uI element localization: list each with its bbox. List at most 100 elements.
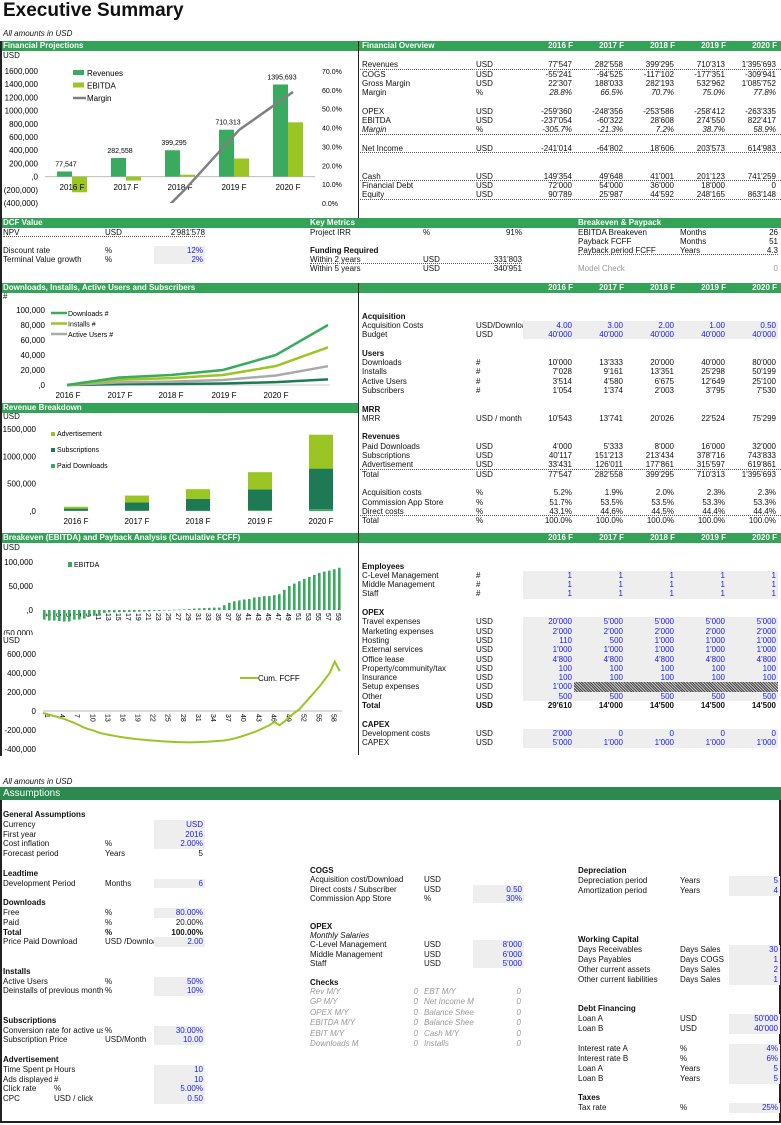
assumption-value[interactable]: 4% xyxy=(729,1044,780,1054)
value-cell[interactable]: 4'800 xyxy=(574,654,625,664)
value-cell[interactable]: 100 xyxy=(676,663,727,674)
assumption-value[interactable]: 0.50 xyxy=(473,884,524,894)
assumption-value[interactable]: 50'000 xyxy=(729,1014,780,1025)
assumption-value[interactable]: 8'000 xyxy=(473,940,524,950)
tv-growth-input[interactable]: 2% xyxy=(154,255,205,265)
assumption-value[interactable]: 10.00 xyxy=(154,1035,205,1046)
value-cell[interactable]: 2'000 xyxy=(523,626,574,636)
value-cell[interactable]: 1 xyxy=(727,580,778,590)
value-cell[interactable]: 2'000 xyxy=(574,626,625,636)
value-cell[interactable]: 0.50 xyxy=(727,320,778,331)
assumption-value[interactable]: 5 xyxy=(729,1063,780,1074)
assumption-value[interactable]: 5'000 xyxy=(473,958,524,969)
assumption-value[interactable]: 2 xyxy=(729,964,780,975)
value-cell[interactable]: 3.00 xyxy=(574,320,625,331)
value-cell[interactable]: 500 xyxy=(574,635,625,646)
assumption-value[interactable]: 2016 xyxy=(154,829,205,840)
assumption-value[interactable]: 5.00% xyxy=(154,1084,205,1095)
assumption-value[interactable]: 2.00 xyxy=(154,937,205,948)
value-cell[interactable]: 1'000 xyxy=(727,645,778,655)
assumption-value[interactable]: USD xyxy=(154,819,205,830)
value-cell[interactable]: 5'000 xyxy=(523,738,574,748)
assumption-value[interactable]: 10 xyxy=(154,1074,205,1085)
value-cell[interactable]: 500 xyxy=(676,691,727,702)
value-cell[interactable]: 0 xyxy=(574,728,625,739)
value-cell[interactable]: 100 xyxy=(523,663,574,674)
value-cell[interactable]: 1'000 xyxy=(676,635,727,646)
value-cell[interactable]: 1 xyxy=(523,570,574,581)
value-cell[interactable]: 1 xyxy=(574,589,625,599)
value-cell[interactable]: 1'000 xyxy=(676,738,727,748)
assumption-value[interactable]: 80.00% xyxy=(154,907,205,918)
value-cell[interactable]: 5'000 xyxy=(574,617,625,627)
value-cell[interactable]: 4'800 xyxy=(727,654,778,664)
value-cell[interactable]: 1'000 xyxy=(523,682,574,692)
value-cell[interactable]: 40'000 xyxy=(523,330,574,340)
value-cell[interactable]: 1'000 xyxy=(574,738,625,748)
value-cell[interactable]: 1 xyxy=(727,589,778,599)
value-cell[interactable]: 100 xyxy=(727,673,778,683)
value-cell[interactable]: 100 xyxy=(625,663,676,674)
value-cell[interactable]: 100 xyxy=(676,673,727,683)
assumption-value[interactable]: 30.00% xyxy=(154,1025,205,1036)
assumption-value[interactable]: 1 xyxy=(729,955,780,965)
value-cell[interactable]: 500 xyxy=(727,691,778,702)
value-cell[interactable]: 1 xyxy=(523,589,574,599)
value-cell[interactable]: 500 xyxy=(574,691,625,702)
assumption-value[interactable]: 5 xyxy=(729,875,780,886)
value-cell[interactable]: 1'000 xyxy=(727,635,778,646)
value-cell[interactable]: 1'000 xyxy=(523,645,574,655)
value-cell[interactable]: 40'000 xyxy=(727,330,778,340)
value-cell[interactable]: 1'000 xyxy=(625,635,676,646)
value-cell[interactable]: 5'000 xyxy=(625,617,676,627)
discount-rate-input[interactable]: 12% xyxy=(154,246,205,256)
assumption-value[interactable]: 6% xyxy=(729,1053,780,1064)
value-cell[interactable]: 1 xyxy=(574,580,625,590)
value-cell[interactable]: 1 xyxy=(625,580,676,590)
assumption-value[interactable]: 6 xyxy=(154,878,205,889)
assumption-value[interactable]: 6'000 xyxy=(473,949,524,959)
value-cell[interactable]: 0 xyxy=(676,728,727,739)
assumption-value[interactable]: 30 xyxy=(729,945,780,956)
value-cell[interactable]: 1 xyxy=(676,589,727,599)
value-cell[interactable]: 4'800 xyxy=(625,654,676,664)
value-cell[interactable]: 1 xyxy=(523,580,574,590)
assumption-value[interactable]: 40'000 xyxy=(729,1024,780,1035)
value-cell[interactable]: 100 xyxy=(574,673,625,683)
value-cell[interactable]: 110 xyxy=(523,635,574,646)
assumption-value[interactable]: 0.50 xyxy=(154,1094,205,1104)
value-cell[interactable]: 1'000 xyxy=(676,645,727,655)
value-cell[interactable]: 1 xyxy=(574,570,625,581)
value-cell[interactable]: 2'000 xyxy=(727,626,778,636)
value-cell[interactable]: 1'000 xyxy=(574,645,625,655)
value-cell[interactable]: 40'000 xyxy=(574,330,625,340)
assumption-value[interactable]: 5 xyxy=(729,1073,780,1084)
value-cell[interactable]: 5'000 xyxy=(727,617,778,627)
value-cell[interactable]: 4'800 xyxy=(676,654,727,664)
value-cell[interactable]: 1.00 xyxy=(676,320,727,331)
value-cell[interactable]: 1 xyxy=(676,570,727,581)
value-cell[interactable]: 20'000 xyxy=(523,617,574,627)
assumption-value[interactable]: 30% xyxy=(473,893,524,904)
value-cell[interactable]: 1 xyxy=(676,580,727,590)
value-cell[interactable]: 40'000 xyxy=(676,330,727,340)
value-cell[interactable]: 100 xyxy=(727,663,778,674)
value-cell[interactable]: 5'000 xyxy=(676,617,727,627)
value-cell[interactable]: 4'800 xyxy=(523,654,574,664)
value-cell[interactable]: 40'000 xyxy=(625,330,676,340)
value-cell[interactable]: 1 xyxy=(625,570,676,581)
value-cell[interactable]: 100 xyxy=(523,673,574,683)
value-cell[interactable]: 500 xyxy=(523,691,574,702)
value-cell[interactable]: 500 xyxy=(625,691,676,702)
value-cell[interactable]: 2'000 xyxy=(676,626,727,636)
value-cell[interactable]: 1'000 xyxy=(727,738,778,748)
value-cell[interactable]: 0 xyxy=(727,728,778,739)
assumption-value[interactable]: 25% xyxy=(729,1103,780,1114)
assumption-value[interactable]: 10 xyxy=(154,1064,205,1075)
value-cell[interactable]: 4.00 xyxy=(523,320,574,331)
assumption-value[interactable]: 50% xyxy=(154,976,205,987)
value-cell[interactable]: 0 xyxy=(625,728,676,739)
value-cell[interactable]: 1 xyxy=(625,589,676,599)
value-cell[interactable]: 2'000 xyxy=(523,728,574,739)
value-cell[interactable]: 2'000 xyxy=(625,626,676,636)
